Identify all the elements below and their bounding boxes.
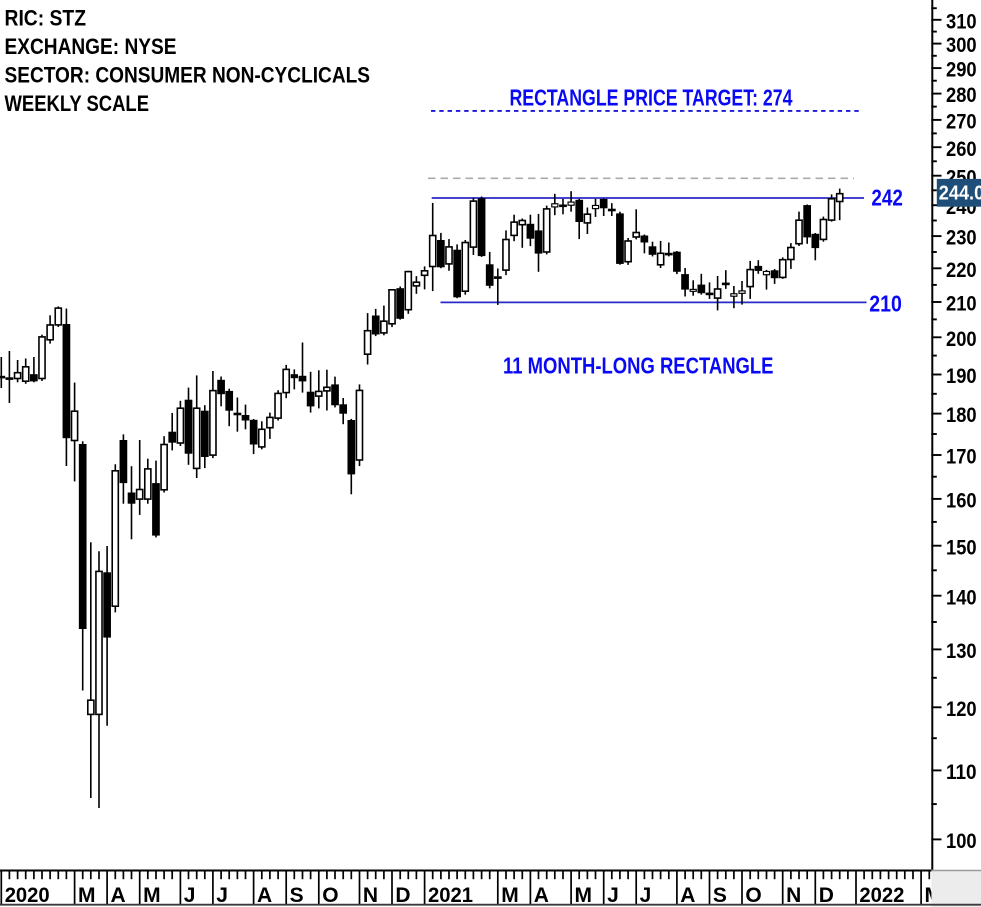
svg-text:190: 190	[946, 365, 977, 388]
svg-text:M: M	[143, 884, 161, 907]
svg-text:J: J	[640, 884, 652, 907]
svg-text:11 MONTH-LONG RECTANGLE: 11 MONTH-LONG RECTANGLE	[503, 353, 774, 379]
svg-text:220: 220	[946, 259, 977, 282]
svg-text:J: J	[184, 884, 196, 907]
svg-text:M: M	[78, 884, 96, 907]
svg-text:150: 150	[946, 536, 977, 559]
svg-text:A: A	[534, 884, 549, 907]
svg-text:EXCHANGE: NYSE: EXCHANGE: NYSE	[5, 34, 177, 59]
svg-text:180: 180	[946, 404, 977, 427]
svg-text:200: 200	[946, 328, 977, 351]
svg-text:2021: 2021	[428, 884, 473, 907]
svg-text:O: O	[322, 884, 338, 907]
svg-text:O: O	[745, 884, 761, 907]
svg-text:J: J	[216, 884, 228, 907]
svg-text:130: 130	[946, 640, 977, 663]
svg-text:S: S	[290, 884, 304, 907]
svg-text:160: 160	[946, 490, 977, 513]
svg-text:210: 210	[946, 293, 977, 316]
svg-text:2020: 2020	[5, 884, 50, 907]
svg-text:140: 140	[946, 586, 977, 609]
svg-text:RIC: STZ: RIC: STZ	[5, 6, 87, 31]
svg-text:SECTOR: CONSUMER NON-CYCLICALS: SECTOR: CONSUMER NON-CYCLICALS	[5, 63, 371, 88]
svg-text:270: 270	[946, 111, 977, 134]
svg-text:230: 230	[946, 227, 977, 250]
svg-text:N: N	[786, 884, 801, 907]
svg-text:A: A	[257, 884, 272, 907]
svg-text:170: 170	[946, 446, 977, 469]
svg-text:280: 280	[946, 84, 977, 107]
svg-text:300: 300	[946, 34, 977, 57]
svg-text:244.0: 244.0	[939, 183, 981, 205]
svg-text:N: N	[363, 884, 378, 907]
svg-text:S: S	[713, 884, 727, 907]
svg-text:120: 120	[946, 698, 977, 721]
svg-text:WEEKLY SCALE: WEEKLY SCALE	[5, 91, 150, 116]
svg-text:260: 260	[946, 138, 977, 161]
svg-text:2022: 2022	[859, 884, 904, 907]
svg-text:210: 210	[869, 291, 902, 317]
svg-text:D: D	[819, 884, 834, 907]
svg-text:110: 110	[946, 761, 977, 784]
svg-text:J: J	[607, 884, 619, 907]
svg-text:A: A	[680, 884, 695, 907]
svg-text:M: M	[501, 884, 519, 907]
svg-text:290: 290	[946, 59, 977, 82]
svg-text:242: 242	[871, 185, 903, 211]
svg-text:310: 310	[946, 10, 977, 33]
svg-text:M: M	[575, 884, 593, 907]
svg-text:A: A	[111, 884, 126, 907]
svg-text:RECTANGLE PRICE TARGET: 274: RECTANGLE PRICE TARGET: 274	[510, 85, 793, 111]
svg-text:D: D	[395, 884, 410, 907]
svg-text:100: 100	[946, 830, 977, 853]
